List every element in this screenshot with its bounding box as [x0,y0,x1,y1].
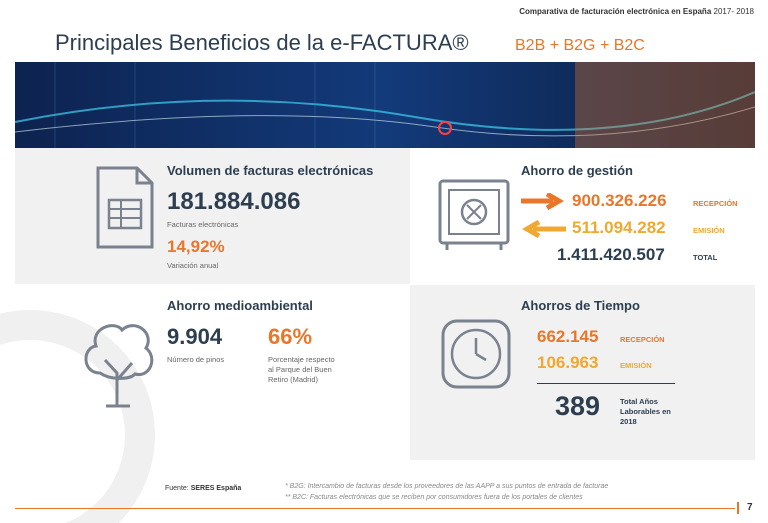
subtitle: B2B + B2G + B2C [515,37,645,54]
source-name: SERES España [190,485,242,492]
time-value: 106.963 [537,353,599,372]
panel-title: Ahorro de gestión [521,163,633,178]
panel-volume [15,148,410,284]
percent-value: 66% [268,324,313,349]
percent-label: Porcentaje respecto al Parque del Buen R… [268,355,335,384]
management-label: RECEPCIÓN [693,199,738,208]
top-note-period: 2017- 2018 [713,7,754,16]
page-number: 7 [747,502,753,513]
bg-decoration [0,310,155,523]
panel-title: Ahorro medioambiental [167,298,313,313]
management-value: 900.326.226 [572,191,667,210]
title: Principales Beneficios de la e-FACTURA® [55,30,469,55]
source: Fuente: SERES España [165,485,241,492]
panel-title: Ahorros de Tiempo [521,298,640,313]
panel-time [410,285,755,460]
page-mark [737,502,739,514]
volume-label: Facturas electrónicas [167,220,239,229]
footer-rule [15,508,735,509]
time-value: 662.145 [537,327,599,346]
time-total: 389 [555,391,601,421]
management-value: 511.094.282 [572,218,666,237]
source-label: Fuente: [165,485,189,492]
variation-label: Variación anual [167,261,219,270]
tree-icon [84,324,154,408]
pines-value: 9.904 [167,324,223,349]
volume-value: 181.884.086 [167,188,301,215]
management-total: 1.411.420.507 [557,245,665,264]
time-label: EMISIÓN [620,361,652,370]
top-note: Comparativa de facturación electrónica e… [519,7,754,16]
divider [537,383,675,384]
footnote: * B2G: Intercambio de facturas desde los… [285,483,609,490]
safe-icon [438,179,510,250]
footnote: ** B2C: Facturas electrónicas que se rec… [285,494,583,501]
variation-value: 14,92% [167,237,225,256]
arrows [521,193,566,238]
pines-label: Número de pinos [167,355,225,364]
top-note-text: Comparativa de facturación electrónica e… [519,7,712,16]
document-icon [96,166,154,249]
time-total-label: Total Años Laborables en 2018 [620,397,671,426]
banner [15,62,755,148]
clock-icon [441,319,511,389]
panel-title: Volumen de facturas electrónicas [167,163,374,178]
management-label: EMISIÓN [693,226,725,235]
management-label: TOTAL [693,253,718,262]
time-label: RECEPCIÓN [620,335,665,344]
